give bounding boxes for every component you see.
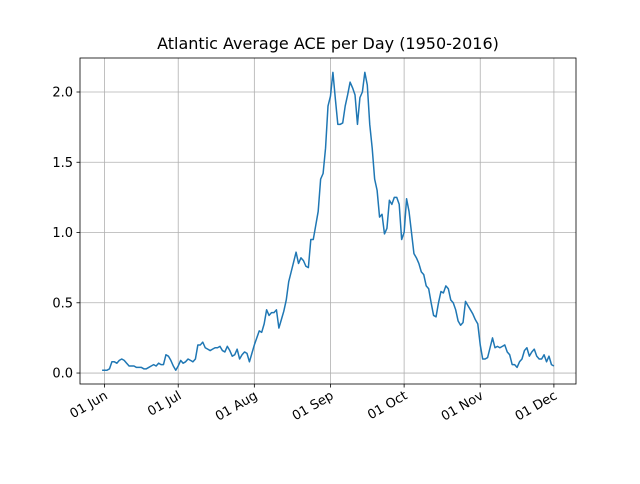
y-tick-label: 0.5 — [52, 296, 73, 311]
y-tick-label: 1.0 — [52, 226, 73, 241]
y-tick-label: 0.0 — [52, 367, 73, 382]
chart-title: Atlantic Average ACE per Day (1950-2016) — [157, 34, 499, 53]
data-line — [102, 71, 555, 371]
plot-frame — [79, 57, 577, 385]
y-tick-label: 2.0 — [52, 86, 73, 101]
y-tick-label: 1.5 — [52, 156, 73, 171]
